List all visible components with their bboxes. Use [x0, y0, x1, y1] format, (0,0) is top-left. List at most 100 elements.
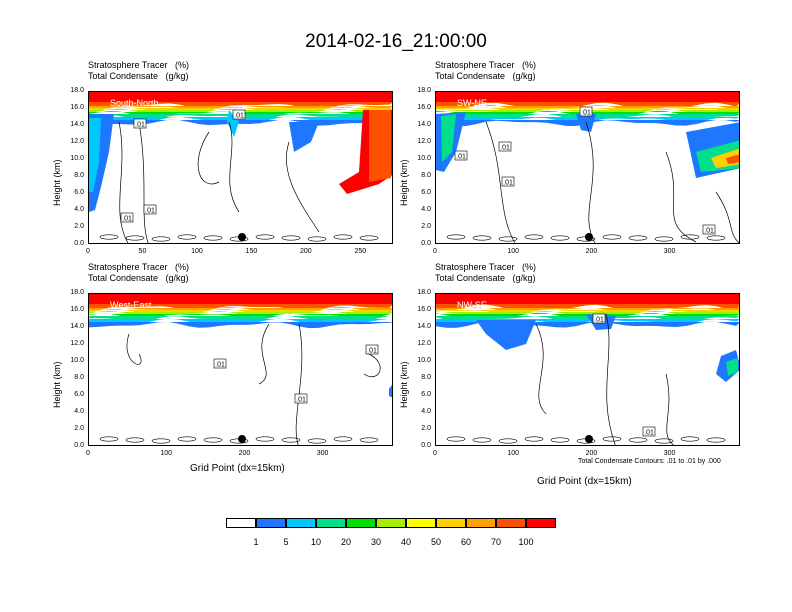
y-tick-label: 16.0: [417, 104, 431, 111]
location-marker: [238, 233, 246, 241]
x-tick-label: 300: [663, 450, 676, 457]
svg-text:.01: .01: [503, 180, 513, 187]
contour-label: .01: [702, 224, 716, 235]
location-marker: [585, 233, 593, 241]
svg-text:.01: .01: [145, 208, 155, 215]
condensate-contour: [665, 373, 675, 445]
condensate-contour: [602, 234, 622, 240]
x-axis-label: Grid Point (dx=15km): [190, 463, 285, 474]
condensate-contour: [118, 121, 129, 243]
y-tick-label: 16.0: [70, 104, 84, 111]
svg-text:.01: .01: [135, 122, 145, 129]
panel-title: Stratosphere Tracer (%) Total Condensate …: [435, 60, 536, 82]
y-tick-label: 12.0: [70, 340, 84, 347]
y-tick-label: 2.0: [74, 425, 84, 432]
condensate-contour: [706, 437, 726, 443]
field-svg: .01 .01 .01: [89, 294, 392, 445]
panel-title: Stratosphere Tracer (%) Total Condensate …: [88, 262, 189, 284]
y-tick-label: 4.0: [74, 408, 84, 415]
y-tick-label: 6.0: [74, 391, 84, 398]
colorbar-swatch: [436, 518, 466, 528]
field-svg: .01 .01: [436, 294, 739, 445]
colorbar-label: 30: [370, 537, 381, 547]
tracer-band: [89, 111, 392, 118]
colorbar-label: 5: [283, 537, 289, 547]
y-axis-label: Height (km): [399, 361, 409, 408]
x-tick-label: 200: [238, 450, 251, 457]
y-tick-label: 0.0: [421, 240, 431, 247]
svg-text:.01: .01: [500, 145, 510, 152]
condensate-contour: [550, 235, 570, 241]
y-tick-label: 2.0: [421, 223, 431, 230]
contour-label: .01: [498, 141, 512, 152]
svg-text:.01: .01: [644, 430, 654, 437]
title-line-condensate: Total Condensate (g/kg): [88, 273, 189, 283]
svg-text:.01: .01: [367, 348, 377, 355]
condensate-contour: [585, 121, 596, 243]
y-axis-label: Height (km): [399, 159, 409, 206]
x-tick-label: 50: [138, 248, 147, 255]
tracer-band: [436, 92, 739, 106]
condensate-contour: [333, 234, 353, 240]
condensate-contour: [706, 235, 726, 241]
tracer-region: [289, 122, 319, 152]
contour-label: .01: [579, 106, 593, 117]
y-tick-label: 18.0: [70, 87, 84, 94]
x-tick-label: 0: [86, 450, 90, 457]
colorbar-label: 10: [310, 537, 321, 547]
contour-label: .01: [592, 313, 606, 324]
contour-label: .01: [133, 118, 147, 129]
colorbar-label: 1: [253, 537, 259, 547]
y-tick-label: 2.0: [74, 223, 84, 230]
x-tick-label: 100: [160, 450, 173, 457]
x-tick-label: 0: [433, 450, 437, 457]
cross-section-label: NW-SE: [457, 300, 487, 310]
tracer-band: [89, 306, 392, 313]
condensate-contour: [255, 436, 275, 442]
x-tick-label: 300: [663, 248, 676, 255]
condensate-contour: [535, 323, 547, 415]
y-tick-label: 8.0: [74, 172, 84, 179]
condensate-contour: [602, 436, 622, 442]
condensate-contour: [151, 438, 171, 444]
colorbar-swatch: [346, 518, 376, 528]
condensate-contour: [680, 436, 700, 442]
colorbar-label: 60: [460, 537, 471, 547]
condensate-contour: [258, 323, 270, 385]
y-tick-label: 8.0: [74, 374, 84, 381]
y-tick-label: 14.0: [70, 323, 84, 330]
condensate-contour: [472, 235, 492, 241]
condensate-contour: [138, 121, 149, 243]
condensate-contour: [524, 234, 544, 240]
colorbar-label: 40: [400, 537, 411, 547]
contour-label: .01: [294, 393, 308, 404]
contour-label: .01: [454, 150, 468, 161]
y-tick-label: 14.0: [417, 121, 431, 128]
colorbar-swatch: [316, 518, 346, 528]
title-line-tracer: Stratosphere Tracer (%): [435, 262, 537, 272]
title-line-tracer: Stratosphere Tracer (%): [435, 60, 537, 70]
contour-label: .01: [501, 176, 515, 187]
plot-area: .01 .01: [435, 293, 740, 446]
y-tick-label: 18.0: [417, 289, 431, 296]
tracer-band: [436, 294, 739, 307]
plot-area: .01 .01 .01 .01 .01: [435, 91, 740, 244]
tracer-region: [441, 114, 456, 162]
x-tick-label: 250: [354, 248, 367, 255]
colorbar-swatch: [466, 518, 496, 528]
tracer-region: [726, 154, 739, 164]
colorbar-label: 50: [430, 537, 441, 547]
condensate-contour: [446, 436, 466, 442]
tracer-band: [89, 106, 392, 113]
svg-text:.01: .01: [122, 216, 132, 223]
y-tick-label: 18.0: [70, 289, 84, 296]
svg-text:.01: .01: [296, 397, 306, 404]
condensate-contour: [446, 234, 466, 240]
title-line-tracer: Stratosphere Tracer (%): [88, 60, 190, 70]
condensate-contour: [281, 437, 301, 443]
condensate-contour: [715, 191, 739, 243]
plot-area: .01 .01 .01: [88, 293, 393, 446]
cross-section-label: West-East: [110, 300, 152, 310]
y-tick-label: 14.0: [417, 323, 431, 330]
field-svg: .01 .01 .01 .01 .01: [436, 92, 739, 243]
